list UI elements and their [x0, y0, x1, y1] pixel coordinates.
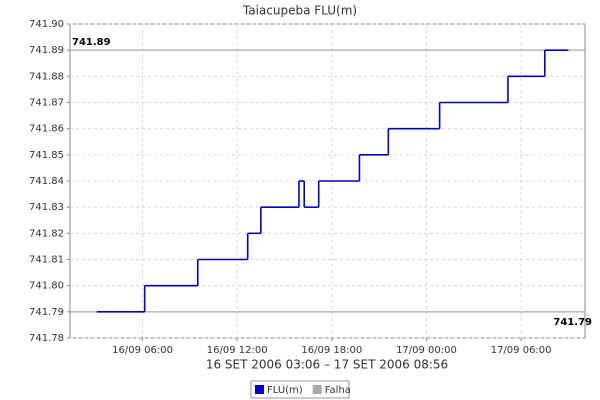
y-tick-label: 741.88: [29, 71, 64, 82]
y-tick-label: 741.89: [29, 45, 64, 56]
x-tick-label: 17/09 00:00: [396, 345, 457, 356]
y-tick-label: 741.90: [29, 19, 64, 30]
y-tick-label: 741.86: [29, 124, 64, 135]
reference-label: 741.79: [553, 317, 592, 328]
legend-swatch: [255, 385, 264, 394]
x-tick-label: 16/09 12:00: [207, 345, 268, 356]
y-tick-label: 741.81: [29, 255, 64, 266]
y-tick-label: 741.78: [29, 333, 64, 344]
y-tick-label: 741.85: [29, 150, 64, 161]
y-tick-label: 741.83: [29, 202, 64, 213]
legend: [250, 380, 350, 399]
legend-label: Falha: [325, 385, 351, 396]
x-tick-label: 16/09 18:00: [301, 345, 362, 356]
y-tick-label: 741.87: [29, 98, 64, 109]
x-tick-label: 16/09 06:00: [112, 345, 173, 356]
reference-label: 741.89: [72, 37, 111, 48]
y-tick-label: 741.79: [29, 307, 64, 318]
x-tick-label: 17/09 06:00: [491, 345, 552, 356]
chart-subtitle: 16 SET 2006 03:06 – 17 SET 2006 08:56: [206, 358, 448, 372]
legend-label: FLU(m): [267, 385, 303, 396]
y-tick-label: 741.82: [29, 228, 64, 239]
y-tick-label: 741.80: [29, 281, 64, 292]
chart-title: Taiacupeba FLU(m): [242, 4, 357, 18]
y-tick-label: 741.84: [29, 176, 64, 187]
legend-swatch: [312, 385, 322, 394]
